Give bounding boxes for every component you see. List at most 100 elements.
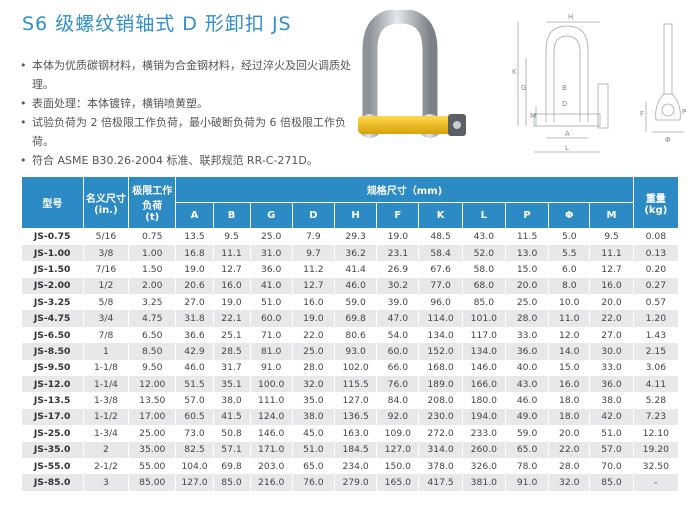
table-cell: 71.0	[250, 326, 293, 344]
col-header-spec: 规格尺寸（mm)	[175, 176, 634, 203]
table-cell: 65.0	[292, 457, 336, 475]
table-cell: 55.00	[128, 457, 177, 475]
feature-item: 本体为优质碳钢材料，横销为合金钢材料，经过淬火及回火调质处理。	[20, 56, 365, 94]
table-cell: 12.7	[213, 261, 251, 278]
table-cell: 114.0	[418, 310, 463, 327]
table-cell: 22.0	[292, 326, 336, 344]
col-header-model: 型号	[21, 176, 84, 229]
table-row: JS-1.00 3/8 1.00 16.8 11.1 31.0 9.7 36.2 23.1 58.…	[21, 244, 680, 262]
table-cell: 30.0	[589, 343, 634, 360]
table-cell: 35.1	[213, 376, 251, 393]
table-cell: 2	[83, 441, 130, 458]
table-cell: 127.0	[334, 392, 378, 409]
table-cell: 101.0	[462, 310, 506, 327]
table-cell: 0.13	[633, 244, 680, 262]
col-header-wll: 极限工作 负荷 (t)	[128, 176, 177, 229]
shackle-photo	[358, 10, 466, 138]
table-cell: 57.0	[589, 441, 634, 458]
table-cell: 43.0	[462, 228, 506, 245]
table-row: JS-17.0 1-1/2 17.00 60.5 41.5 124.0 38.0 136.5 9…	[21, 408, 680, 426]
table-cell: 16.0	[292, 294, 336, 311]
dim-label-l: L	[565, 144, 569, 152]
table-cell: 40.0	[505, 359, 550, 377]
col-header-dim: D	[291, 202, 336, 229]
table-row: JS-1.50 7/16 1.50 19.0 12.7 36.0 11.2 41.4 26.9 6…	[21, 261, 680, 278]
feature-item: 试验负荷为 2 倍极限工作负荷，最小破断负荷为 6 倍极限工作负荷。	[20, 113, 365, 151]
table-cell: 168.0	[418, 359, 463, 377]
table-cell: 134.0	[418, 326, 463, 344]
table-cell: 6.50	[128, 326, 177, 344]
table-cell: 5/8	[83, 294, 130, 311]
table-cell: 32.0	[548, 474, 591, 491]
table-cell: 31.8	[175, 310, 214, 327]
dim-label-h: H	[568, 13, 573, 21]
table-cell: 1.00	[128, 244, 177, 262]
table-cell: 134.0	[462, 343, 506, 360]
table-cell: 124.0	[250, 408, 293, 426]
table-cell: 16.0	[589, 277, 634, 295]
table-cell: 260.0	[462, 441, 506, 458]
table-row: JS-55.0 2-1/2 55.00 104.0 69.8 203.0 65.0 234.0…	[21, 457, 680, 475]
table-cell: 68.0	[462, 277, 506, 295]
table-cell: 171.0	[250, 441, 293, 458]
table-cell: 91.0	[250, 359, 293, 377]
table-cell: 1/2	[83, 277, 130, 295]
table-cell: 38.0	[213, 392, 251, 409]
table-cell: 3.25	[128, 294, 177, 311]
table-cell: 69.8	[334, 310, 378, 327]
table-cell: 1	[83, 343, 130, 360]
table-cell: 67.6	[418, 261, 463, 278]
col-header-nominal: 名义尺寸 (in.)	[82, 176, 130, 229]
table-cell: 1-1/4	[83, 376, 130, 393]
table-cell-model: JS-25.0	[21, 425, 84, 442]
shackle-side-drawing: F Φ P	[640, 23, 686, 144]
table-cell: 184.5	[334, 441, 378, 458]
table-cell: 1.50	[128, 261, 177, 278]
table-cell: 46.0	[175, 359, 214, 377]
table-cell: 20.6	[175, 277, 214, 295]
table-cell: 12.7	[292, 277, 336, 295]
table-cell: 25.0	[292, 343, 336, 360]
table-cell: 15.0	[505, 261, 550, 278]
table-cell: 10.0	[548, 294, 591, 311]
col-header-dim: L	[461, 202, 506, 229]
table-cell: 80.6	[334, 326, 378, 344]
table-cell: 49.0	[505, 408, 550, 426]
table-cell: 25.0	[250, 228, 293, 245]
table-cell: 28.5	[213, 343, 251, 360]
table-cell: 81.0	[250, 343, 293, 360]
table-cell: 7.23	[633, 408, 680, 426]
table-row: JS-12.0 1-1/4 12.00 51.5 35.1 100.0 32.0 115.5 7…	[21, 376, 680, 393]
table-cell: 31.0	[250, 244, 293, 262]
table-row: JS-8.50 1 8.50 42.9 28.5 81.0 25.0 93.0 60.0 152.…	[21, 343, 680, 360]
table-cell: 146.0	[462, 359, 506, 377]
table-row: JS-3.25 5/8 3.25 27.0 19.0 51.0 16.0 59.0 39.0 96…	[21, 294, 680, 311]
table-cell: 73.0	[175, 425, 214, 442]
table-cell: 48.5	[418, 228, 463, 245]
table-cell: 378.0	[418, 457, 463, 475]
dim-label-d: D	[562, 100, 567, 108]
table-cell: 84.0	[376, 392, 420, 409]
table-cell-model: JS-9.50	[21, 359, 84, 377]
table-row: JS-35.0 2 35.00 82.5 57.1 171.0 51.0 184.5 127.0…	[21, 441, 680, 458]
table-cell: 13.50	[128, 392, 177, 409]
table-cell: 96.0	[418, 294, 463, 311]
table-cell-model: JS-0.75	[21, 228, 84, 245]
dim-label-f: F	[640, 110, 644, 118]
col-header-weight: 重量 (kg)	[632, 176, 680, 229]
table-cell-model: JS-1.50	[21, 261, 84, 278]
table-cell: 28.0	[292, 359, 336, 377]
table-cell: 46.0	[505, 392, 550, 409]
table-row: JS-6.50 7/8 6.50 36.6 25.1 71.0 22.0 80.6 54.0 13…	[21, 326, 680, 344]
table-cell: 3.06	[633, 359, 680, 377]
table-cell: 50.8	[213, 425, 251, 442]
table-cell: 31.7	[213, 359, 251, 377]
feature-item: 符合 ASME B30.26-2004 标准、联邦规范 RR-C-271D。	[20, 151, 365, 170]
table-cell: 1-1/2	[83, 408, 130, 426]
table-cell: 35.0	[292, 392, 336, 409]
table-cell: 35.00	[128, 441, 177, 458]
table-cell: 11.5	[505, 228, 550, 245]
table-cell: 85.0	[462, 294, 506, 311]
table-cell-model: JS-12.0	[21, 376, 84, 393]
table-cell: 26.9	[376, 261, 420, 278]
